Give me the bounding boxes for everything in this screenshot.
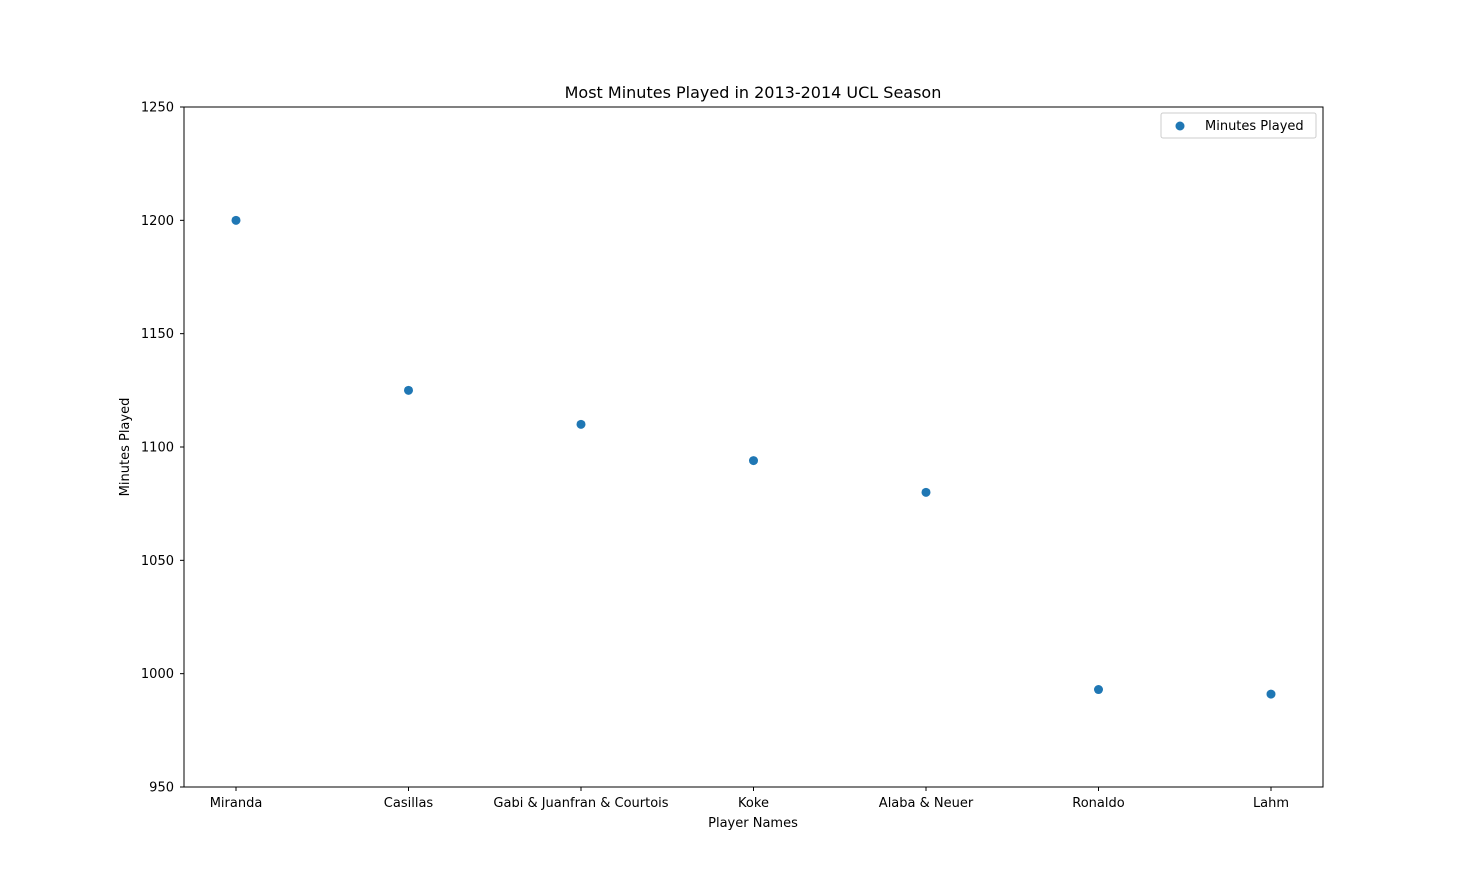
x-axis: Miranda Casillas Gabi & Juanfran & Courtoi… bbox=[210, 787, 1289, 811]
data-point bbox=[404, 385, 413, 395]
plot-area bbox=[183, 106, 1324, 788]
y-tick-label: 950 bbox=[149, 781, 174, 796]
y-tick-label: 1200 bbox=[141, 214, 174, 229]
data-point bbox=[231, 215, 241, 225]
x-tick-label: Casillas bbox=[384, 796, 434, 811]
series-points bbox=[231, 215, 1276, 699]
data-point bbox=[749, 456, 758, 466]
chart-title: Most Minutes Played in 2013-2014 UCL Sea… bbox=[565, 83, 942, 102]
x-tick-label: Gabi & Juanfran & Courtois bbox=[493, 796, 668, 811]
data-point bbox=[576, 419, 586, 429]
legend-label: Minutes Played bbox=[1205, 119, 1304, 134]
y-axis-label: Minutes Played bbox=[118, 398, 133, 497]
data-point bbox=[921, 487, 931, 497]
x-tick-label: Miranda bbox=[210, 796, 263, 811]
x-axis-label: Player Names bbox=[708, 816, 798, 831]
legend: Minutes Played bbox=[1160, 112, 1317, 139]
axes-frame bbox=[183, 106, 1324, 788]
x-tick-label: Ronaldo bbox=[1072, 796, 1124, 811]
x-tick-label: Lahm bbox=[1253, 796, 1289, 811]
data-point bbox=[1266, 689, 1276, 699]
y-tick-label: 1250 bbox=[141, 101, 174, 116]
y-axis: 950 1000 1050 1100 1150 1200 1250 bbox=[141, 101, 184, 796]
y-tick-label: 1000 bbox=[141, 667, 174, 682]
x-tick-label: Koke bbox=[738, 796, 769, 811]
y-tick-label: 1050 bbox=[141, 554, 174, 569]
legend-marker bbox=[1175, 121, 1185, 131]
y-tick-label: 1100 bbox=[141, 441, 174, 456]
legend-box bbox=[1160, 112, 1317, 139]
y-tick-label: 1150 bbox=[141, 327, 174, 342]
data-point bbox=[1094, 685, 1103, 695]
x-tick-label: Alaba & Neuer bbox=[879, 796, 974, 811]
